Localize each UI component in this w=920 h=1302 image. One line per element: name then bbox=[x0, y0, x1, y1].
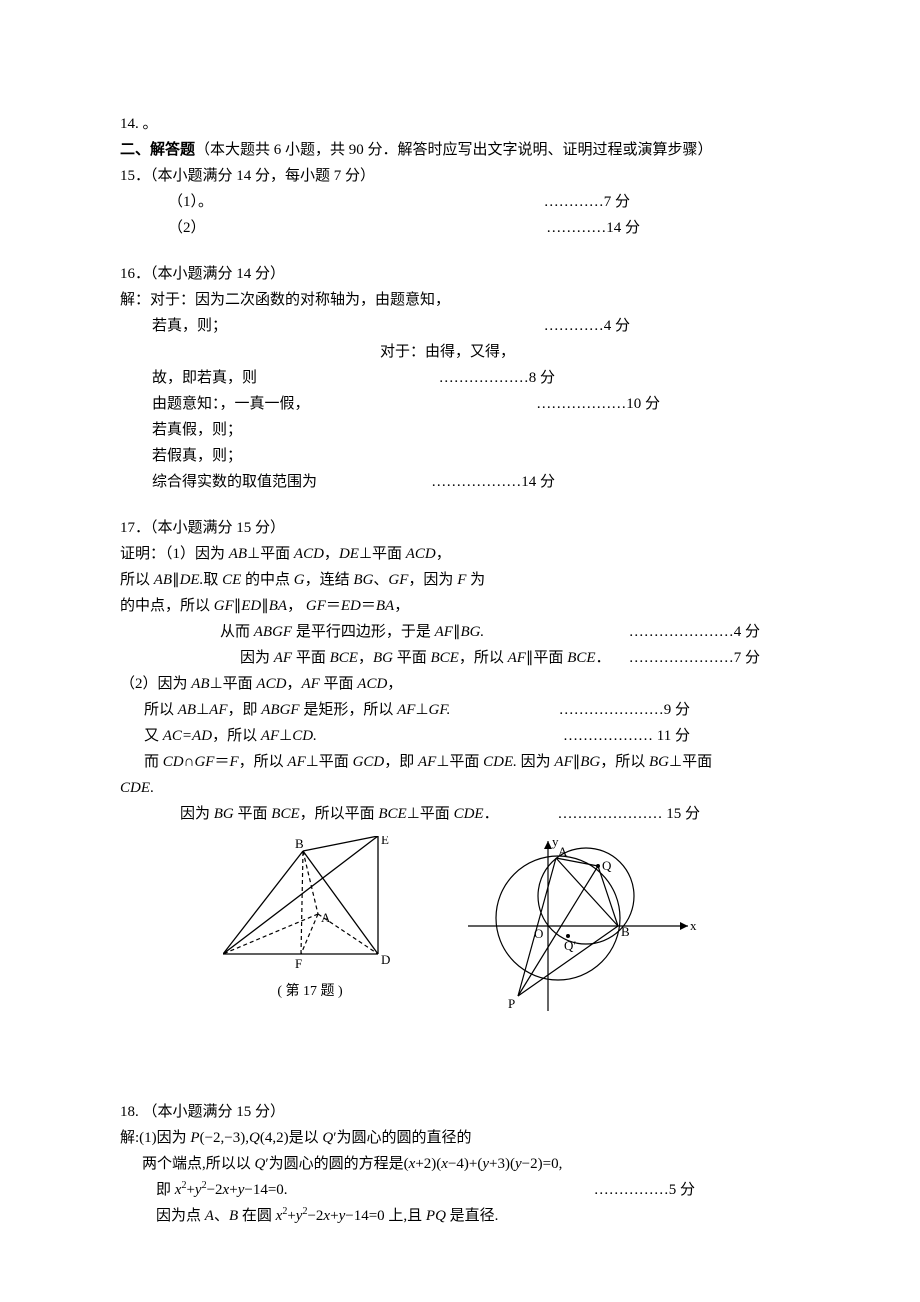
q16-l4: 故，即若真，则 bbox=[120, 366, 431, 390]
fig17-D: D bbox=[381, 952, 390, 967]
q18-score3: ……………5 分 bbox=[586, 1178, 800, 1202]
q17-l11: 因为 BG 平面 BCE，所以平面 BCE⊥平面 CDE． bbox=[120, 802, 549, 826]
q17-score8: ……………… 11 分 bbox=[555, 724, 800, 748]
q17-score11: ………………… 15 分 bbox=[549, 802, 800, 826]
page: 14. 。 二、解答题（本大题共 6 小题，共 90 分．解答时应写出文字说明、… bbox=[0, 0, 920, 1302]
q16-score8: ………………14 分 bbox=[423, 470, 800, 494]
q14: 14. 。 bbox=[120, 112, 800, 136]
q18-l1: 解:(1)因为 P(−2,−3),Q(4,2)是以 Q′为圆心的圆的直径的 bbox=[120, 1126, 800, 1150]
q17-l2: 所以 AB∥DE.取 CE 的中点 G，连结 BG、GF，因为 F 为 bbox=[120, 568, 800, 592]
q17-l7-row: 所以 AB⊥AF，即 ABGF 是矩形，所以 AF⊥GF. …………………9 分 bbox=[120, 698, 800, 722]
q15-head: 15．（本小题满分 14 分，每小题 7 分） bbox=[120, 164, 800, 188]
q17-l9: 而 CD∩GF＝F，所以 AF⊥平面 GCD，即 AF⊥平面 CDE. 因为 A… bbox=[120, 750, 800, 774]
q17-l5: 因为 AF 平面 BCE，BG 平面 BCE，所以 AF∥平面 BCE． bbox=[120, 646, 621, 670]
q16-l5-row: 由题意知：，一真一假， ………………10 分 bbox=[120, 392, 800, 416]
q18-l4: 因为点 A、B 在圆 x2+y2−2x+y−14=0 上,且 PQ 是直径. bbox=[120, 1204, 800, 1228]
section2-heading: 二、解答题（本大题共 6 小题，共 90 分．解答时应写出文字说明、证明过程或演… bbox=[120, 138, 800, 162]
fig17-E: E bbox=[381, 836, 389, 847]
q17-score7: …………………9 分 bbox=[551, 698, 800, 722]
figure-18: x y O A B P Q Q′ bbox=[468, 836, 698, 1024]
q15-sub2: （2） bbox=[168, 216, 538, 240]
q16-score5: ………………10 分 bbox=[528, 392, 800, 416]
q16-l4-row: 故，即若真，则 ………………8 分 bbox=[120, 366, 800, 390]
q16-l5: 由题意知：，一真一假， bbox=[120, 392, 528, 416]
q16-score4: ………………8 分 bbox=[431, 366, 800, 390]
fig18-B: B bbox=[621, 924, 630, 939]
fig18-svg: x y O A B P Q Q′ bbox=[468, 836, 698, 1016]
fig18-x: x bbox=[690, 918, 697, 933]
q18-l3: 即 x2+y2−2x+y−14=0. bbox=[120, 1178, 586, 1202]
fig17-caption: ( 第 17 题 ) bbox=[223, 981, 398, 1003]
q16-score2: …………4 分 bbox=[536, 314, 800, 338]
q15-score2: …………14 分 bbox=[538, 216, 800, 240]
q16-l8-row: 综合得实数的取值范围为 ………………14 分 bbox=[120, 470, 800, 494]
q18-head: 18. （本小题满分 15 分） bbox=[120, 1100, 800, 1124]
q17-l8-row: 又 AC=AD，所以 AF⊥CD. ……………… 11 分 bbox=[120, 724, 800, 748]
q15-sub1: （1）。 bbox=[168, 190, 536, 214]
q17-l5-row: 因为 AF 平面 BCE，BG 平面 BCE，所以 AF∥平面 BCE． ………… bbox=[120, 646, 800, 670]
fig18-O: O bbox=[534, 926, 543, 941]
q16-l8: 综合得实数的取值范围为 bbox=[120, 470, 423, 494]
fig18-Q: Q bbox=[602, 858, 612, 873]
fig17-svg: C D E B A F bbox=[223, 836, 398, 971]
q16-head: 16．（本小题满分 14 分） bbox=[120, 262, 800, 286]
q16-l2-row: 若真，则； …………4 分 bbox=[120, 314, 800, 338]
fig17-F: F bbox=[295, 956, 302, 971]
q15-score1: …………7 分 bbox=[536, 190, 800, 214]
section2-heading-bold: 二、解答题 bbox=[120, 142, 195, 158]
q17-l8: 又 AC=AD，所以 AF⊥CD. bbox=[120, 724, 555, 748]
q16-l2: 若真，则； bbox=[120, 314, 536, 338]
q15-sub1-row: （1）。 …………7 分 bbox=[120, 190, 800, 214]
q17-head: 17．（本小题满分 15 分） bbox=[120, 516, 800, 540]
fig17-A: A bbox=[321, 910, 331, 925]
q18-l2: 两个端点,所以以 Q′为圆心的圆的方程是(x+2)(x−4)+(y+3)(y−2… bbox=[120, 1152, 800, 1176]
figure-17: C D E B A F ( 第 17 题 ) bbox=[223, 836, 398, 1024]
q16-l6: 若真假，则； bbox=[120, 418, 800, 442]
q17-score5: …………………7 分 bbox=[621, 646, 800, 670]
fig18-A: A bbox=[558, 844, 568, 859]
q17-l1: 证明：（1）因为 AB⊥平面 ACD，DE⊥平面 ACD， bbox=[120, 542, 800, 566]
q17-l10: CDE. bbox=[120, 776, 800, 800]
q17-l7: 所以 AB⊥AF，即 ABGF 是矩形，所以 AF⊥GF. bbox=[120, 698, 551, 722]
q17-l6: （2）因为 AB⊥平面 ACD，AF 平面 ACD， bbox=[120, 672, 800, 696]
fig18-Qp: Q′ bbox=[564, 938, 576, 953]
section2-note: （本大题共 6 小题，共 90 分．解答时应写出文字说明、证明过程或演算步骤） bbox=[195, 142, 713, 158]
q15-sub2-row: （2） …………14 分 bbox=[120, 216, 800, 240]
q17-l4: 从而 ABGF 是平行四边形，于是 AF∥BG. bbox=[120, 620, 621, 644]
q18-l3-row: 即 x2+y2−2x+y−14=0. ……………5 分 bbox=[120, 1178, 800, 1202]
figures-row: C D E B A F ( 第 17 题 ) bbox=[120, 836, 800, 1024]
q17-l11-row: 因为 BG 平面 BCE，所以平面 BCE⊥平面 CDE． ………………… 15… bbox=[120, 802, 800, 826]
q17-score4: …………………4 分 bbox=[621, 620, 800, 644]
q16-l3: 对于：由得，又得， bbox=[120, 340, 800, 364]
fig18-P: P bbox=[508, 996, 515, 1011]
q16-l7: 若假真，则； bbox=[120, 444, 800, 468]
fig17-B: B bbox=[295, 836, 304, 851]
q16-l1: 解：对于：因为二次函数的对称轴为，由题意知， bbox=[120, 288, 800, 312]
q17-l3: 的中点，所以 GF∥ED∥BA， GF＝ED＝BA， bbox=[120, 594, 800, 618]
q17-l4-row: 从而 ABGF 是平行四边形，于是 AF∥BG. …………………4 分 bbox=[120, 620, 800, 644]
